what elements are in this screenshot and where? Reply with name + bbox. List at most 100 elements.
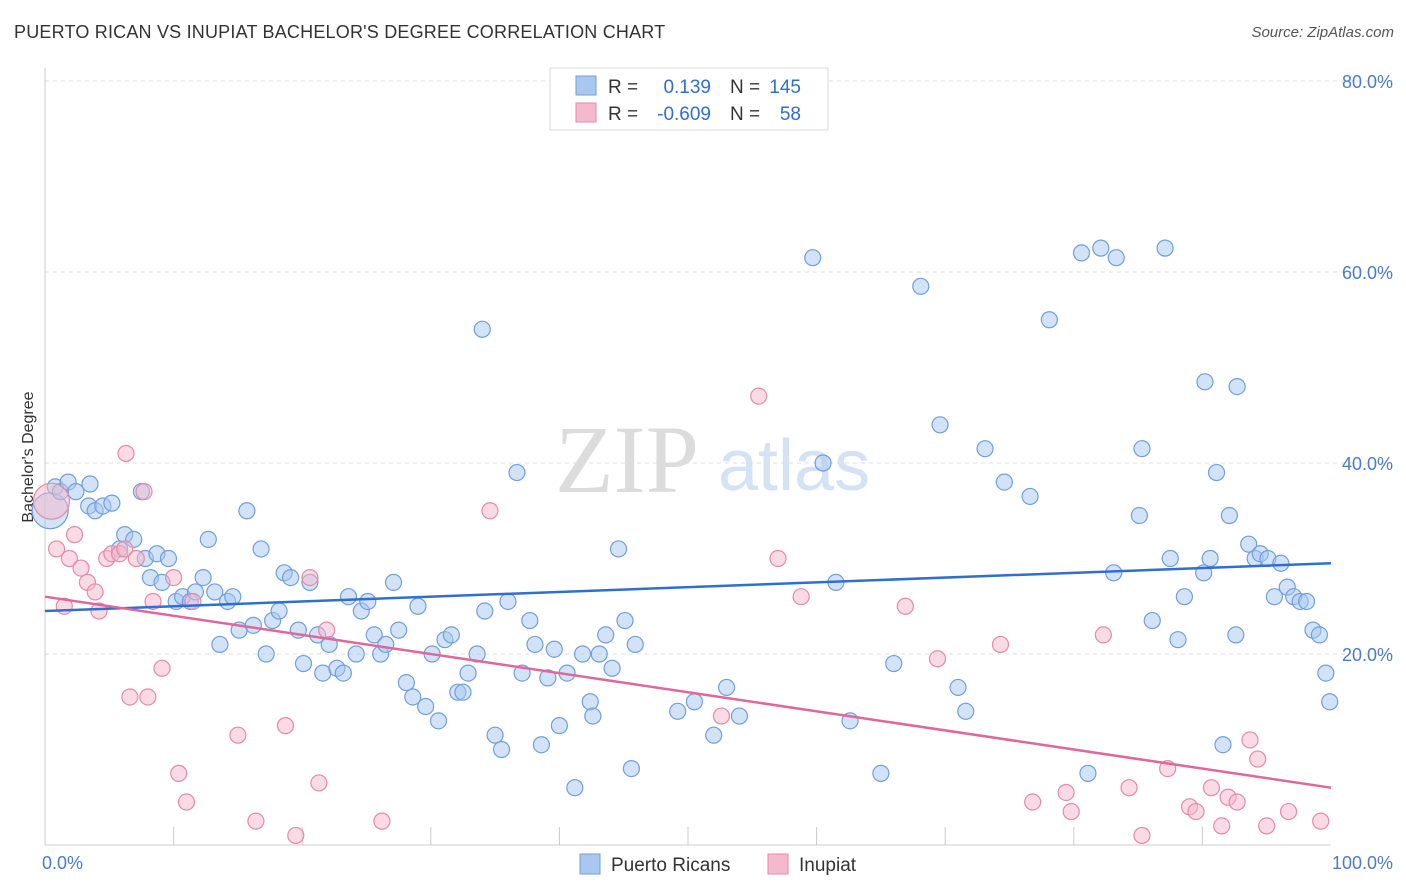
point-puerto-ricans <box>1272 554 1290 572</box>
point-puerto-ricans <box>539 669 557 687</box>
point-puerto-ricans <box>597 626 615 644</box>
point-inupiat <box>247 812 265 830</box>
point-inupiat <box>1120 779 1138 797</box>
point-puerto-ricans <box>885 654 903 673</box>
point-puerto-ricans <box>1317 664 1335 682</box>
point-puerto-ricans <box>545 640 563 658</box>
point-inupiat <box>153 659 171 677</box>
point-puerto-ricans <box>912 277 930 295</box>
point-inupiat <box>65 526 84 544</box>
point-puerto-ricans <box>1297 592 1316 611</box>
point-inupiat <box>1133 826 1151 845</box>
point-puerto-ricans <box>730 707 749 725</box>
point-inupiat <box>318 621 336 639</box>
point-puerto-ricans <box>81 475 99 493</box>
point-puerto-ricans <box>1321 693 1339 711</box>
point-inupiat <box>928 650 947 668</box>
point-inupiat <box>712 707 731 725</box>
point-puerto-ricans <box>804 249 822 267</box>
point-puerto-ricans <box>252 540 270 558</box>
point-puerto-ricans <box>499 592 517 611</box>
point-puerto-ricans <box>1092 239 1110 257</box>
legend: R = 0.139 N = 145 R = -0.609 N = 58 <box>549 67 829 131</box>
point-puerto-ricans <box>294 654 313 673</box>
point-puerto-ricans <box>626 635 644 654</box>
point-puerto-ricans <box>206 583 224 601</box>
point-puerto-ricans <box>384 573 403 591</box>
point-puerto-ricans <box>566 779 584 797</box>
point-puerto-ricans <box>442 626 460 644</box>
point-puerto-ricans <box>521 611 539 630</box>
point-inupiat <box>117 444 135 463</box>
point-puerto-ricans <box>486 726 504 744</box>
point-puerto-ricans <box>949 678 967 697</box>
point-puerto-ricans <box>476 602 494 620</box>
point-puerto-ricans <box>550 717 569 735</box>
legend-n-value-inupiat: 58 <box>780 104 801 125</box>
point-puerto-ricans <box>1265 588 1284 606</box>
point-puerto-ricans <box>473 320 491 338</box>
point-puerto-ricans <box>609 540 628 558</box>
legend-n-label: N = <box>730 104 760 125</box>
point-puerto-ricans <box>1072 244 1091 262</box>
point-inupiat <box>121 688 139 706</box>
point-inupiat <box>481 502 499 520</box>
point-puerto-ricans <box>1040 311 1058 329</box>
point-puerto-ricans <box>931 416 949 434</box>
legend-swatch-inupiat <box>575 102 597 123</box>
trend-line-inupiat <box>44 595 1332 789</box>
point-puerto-ricans <box>194 568 212 587</box>
legend-r-label: R = <box>608 77 638 98</box>
point-puerto-ricans <box>1201 549 1219 568</box>
point-puerto-ricans <box>244 616 262 634</box>
point-inupiat <box>1213 817 1231 835</box>
point-puerto-ricans <box>103 494 121 512</box>
point-puerto-ricans <box>584 707 602 725</box>
bottom-legend-swatch-inupiat <box>767 853 789 875</box>
point-inupiat <box>1187 802 1205 821</box>
point-inupiat <box>47 540 66 558</box>
point-inupiat <box>184 592 202 611</box>
point-inupiat <box>1094 626 1112 644</box>
point-inupiat <box>170 764 188 782</box>
point-puerto-ricans <box>429 712 448 730</box>
point-puerto-ricans <box>492 740 511 759</box>
point-inupiat <box>896 597 914 615</box>
point-puerto-ricans <box>1310 626 1329 644</box>
point-puerto-ricans <box>238 502 256 520</box>
point-puerto-ricans <box>390 621 408 639</box>
point-puerto-ricans <box>359 592 377 611</box>
point-inupiat <box>1258 817 1276 835</box>
point-inupiat <box>1312 812 1330 830</box>
point-puerto-ricans <box>957 702 975 720</box>
point-inupiat <box>32 482 71 520</box>
bottom-legend: Puerto Ricans Inupiat <box>579 853 857 876</box>
bottom-legend-label-inupiat: Inupiat <box>799 855 857 876</box>
point-puerto-ricans <box>1220 506 1239 525</box>
point-puerto-ricans <box>1196 373 1214 391</box>
point-puerto-ricans <box>404 688 422 706</box>
point-puerto-ricans <box>995 473 1013 491</box>
point-puerto-ricans <box>1105 564 1123 582</box>
point-inupiat <box>1228 793 1246 811</box>
point-puerto-ricans <box>1228 378 1246 396</box>
point-puerto-ricans <box>1161 549 1179 568</box>
x-tick-label-0: 0.0% <box>42 853 83 873</box>
point-puerto-ricans <box>581 693 599 711</box>
watermark-zip: ZIP <box>555 406 699 513</box>
y-tick-label-80: 80.0% <box>1342 72 1393 92</box>
point-inupiat <box>177 793 196 811</box>
point-puerto-ricans <box>1227 626 1245 644</box>
point-inupiat <box>1202 779 1221 797</box>
bottom-legend-swatch-puerto-ricans <box>579 853 601 875</box>
trend-lines <box>44 562 1332 789</box>
point-puerto-ricans <box>622 759 641 778</box>
point-puerto-ricans <box>1214 736 1232 754</box>
point-puerto-ricans <box>159 549 178 568</box>
point-puerto-ricans <box>257 645 275 663</box>
point-inupiat <box>86 583 104 601</box>
point-puerto-ricans <box>1143 611 1161 630</box>
point-inupiat <box>165 568 183 587</box>
point-puerto-ricans <box>976 440 994 458</box>
